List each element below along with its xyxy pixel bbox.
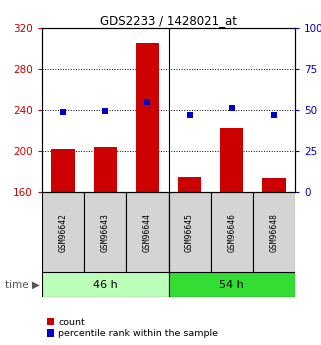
Text: GSM96648: GSM96648 <box>269 213 278 252</box>
Bar <box>169 272 295 297</box>
Text: 46 h: 46 h <box>93 279 117 289</box>
Bar <box>253 192 295 272</box>
Text: GSM96643: GSM96643 <box>101 213 110 252</box>
Text: GSM96645: GSM96645 <box>185 213 194 252</box>
Text: GSM96644: GSM96644 <box>143 213 152 252</box>
Bar <box>178 177 201 192</box>
Bar <box>220 128 243 192</box>
Point <box>187 112 192 118</box>
Bar <box>51 149 75 192</box>
Bar <box>42 192 84 272</box>
Bar <box>211 192 253 272</box>
Bar <box>126 192 169 272</box>
Point <box>271 112 276 118</box>
Bar <box>136 43 159 192</box>
Bar <box>94 147 117 192</box>
Title: GDS2233 / 1428021_at: GDS2233 / 1428021_at <box>100 14 237 27</box>
Text: GSM96646: GSM96646 <box>227 213 236 252</box>
Bar <box>42 272 169 297</box>
Bar <box>169 192 211 272</box>
Text: 54 h: 54 h <box>219 279 244 289</box>
Point <box>103 108 108 114</box>
Point <box>61 109 66 115</box>
Point <box>229 105 234 111</box>
Text: GSM96642: GSM96642 <box>59 213 68 252</box>
Text: time ▶: time ▶ <box>5 279 40 289</box>
Legend: count, percentile rank within the sample: count, percentile rank within the sample <box>47 318 218 338</box>
Bar <box>262 178 285 192</box>
Bar <box>84 192 126 272</box>
Point <box>145 99 150 105</box>
